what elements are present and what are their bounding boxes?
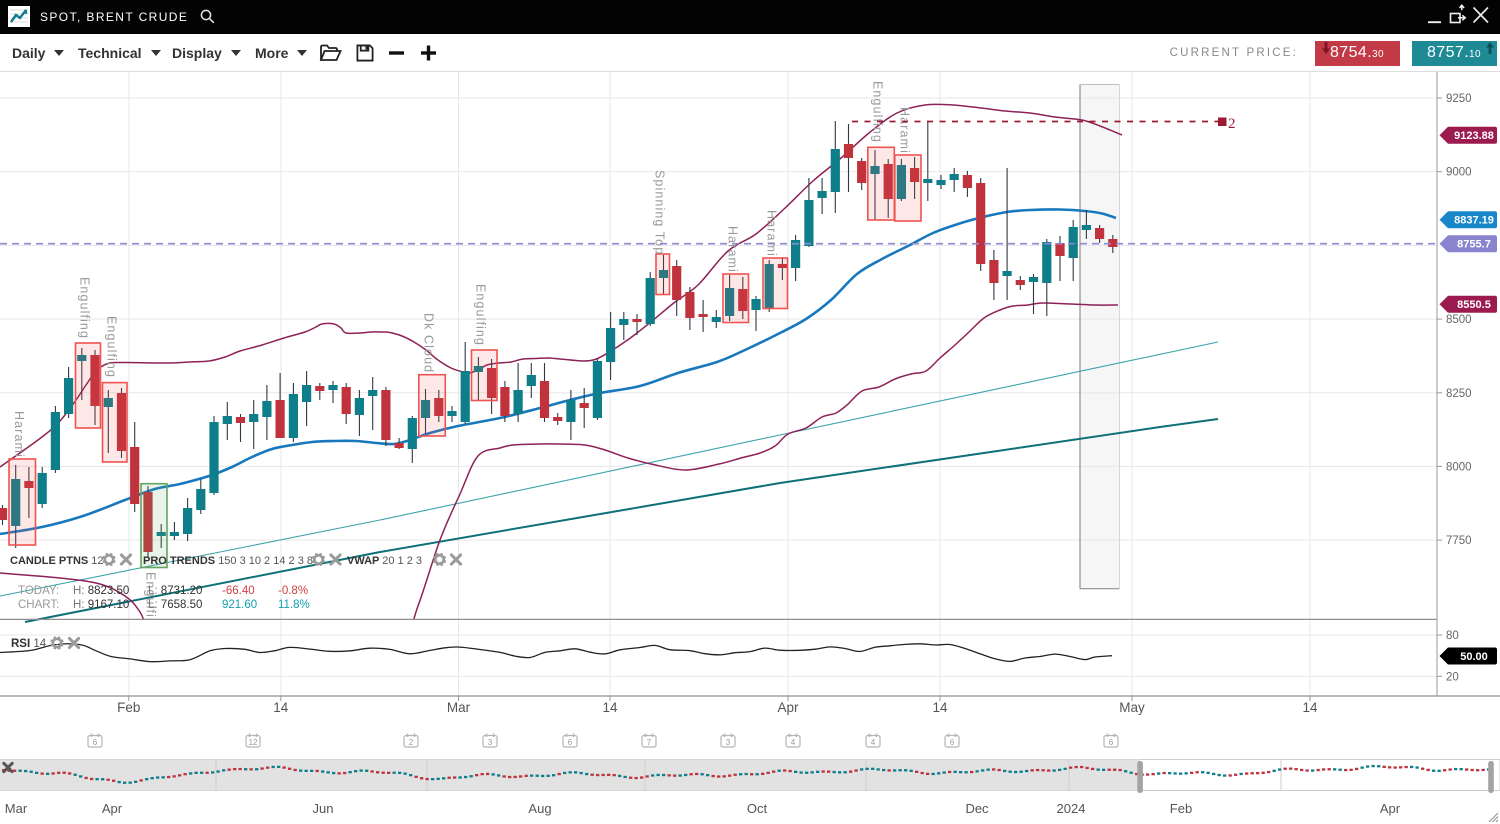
svg-text:CHART:: CHART:: [18, 599, 59, 611]
svg-text:2024: 2024: [1057, 801, 1086, 816]
svg-text:Spinning Top: Spinning Top: [652, 170, 666, 255]
svg-text:50.00: 50.00: [1460, 651, 1488, 663]
svg-text:12: 12: [249, 738, 258, 747]
svg-text:H: 8823.50: H: 8823.50: [73, 585, 129, 597]
svg-text:8250: 8250: [1446, 388, 1472, 400]
svg-text:4: 4: [791, 738, 796, 747]
svg-text:Engulfing: Engulfing: [871, 81, 885, 143]
svg-text:14: 14: [602, 700, 618, 715]
svg-text:8500: 8500: [1446, 314, 1472, 326]
svg-text:H: 9167.10: H: 9167.10: [73, 599, 129, 611]
svg-text:PRO TRENDS 150 3 10 2 14 2 3 8: PRO TRENDS 150 3 10 2 14 2 3 8: [143, 555, 313, 567]
svg-text:8837.19: 8837.19: [1454, 215, 1494, 227]
svg-text:921.60: 921.60: [222, 599, 257, 611]
svg-text:CANDLE PTNS 12: CANDLE PTNS 12: [10, 555, 104, 567]
svg-text:Harami: Harami: [12, 411, 26, 458]
svg-text:TODAY:: TODAY:: [18, 585, 59, 597]
svg-text:Jun: Jun: [313, 801, 334, 816]
svg-text:4: 4: [871, 738, 876, 747]
svg-text:2: 2: [1228, 116, 1236, 132]
svg-text:7: 7: [647, 738, 652, 747]
svg-text:Mar: Mar: [447, 700, 471, 715]
svg-text:-66.40: -66.40: [222, 585, 255, 597]
svg-text:Apr: Apr: [102, 801, 123, 816]
svg-text:14: 14: [1302, 700, 1318, 715]
svg-text:6: 6: [950, 738, 955, 747]
svg-text:Feb: Feb: [117, 700, 140, 715]
svg-text:Feb: Feb: [1170, 801, 1192, 816]
svg-text:Harami: Harami: [898, 107, 912, 154]
svg-text:Apr: Apr: [1380, 801, 1401, 816]
svg-text:8000: 8000: [1446, 461, 1472, 473]
svg-text:Engulfing: Engulfing: [144, 572, 158, 634]
svg-text:6: 6: [93, 738, 98, 747]
svg-text:9000: 9000: [1446, 167, 1472, 179]
svg-text:L: 8731.20: L: 8731.20: [148, 585, 202, 597]
svg-text:2: 2: [409, 738, 414, 747]
svg-text:6: 6: [568, 738, 573, 747]
svg-text:8755.7: 8755.7: [1457, 239, 1491, 251]
svg-text:Apr: Apr: [777, 700, 799, 715]
svg-text:Engulfing: Engulfing: [78, 277, 92, 339]
svg-text:Dk Cloud: Dk Cloud: [422, 313, 436, 373]
svg-text:Harami: Harami: [765, 210, 779, 257]
svg-text:VWAP 20 1 2 3: VWAP 20 1 2 3: [347, 555, 422, 567]
svg-text:20: 20: [1446, 671, 1459, 683]
svg-text:Engulfing: Engulfing: [474, 284, 488, 346]
svg-text:Aug: Aug: [528, 801, 551, 816]
svg-text:Harami: Harami: [725, 226, 739, 273]
svg-text:11.8%: 11.8%: [278, 599, 310, 611]
svg-text:14: 14: [273, 700, 289, 715]
svg-text:9123.88: 9123.88: [1454, 130, 1494, 142]
svg-text:6: 6: [1109, 738, 1114, 747]
svg-text:3: 3: [488, 738, 493, 747]
svg-text:7750: 7750: [1446, 535, 1472, 547]
svg-text:Oct: Oct: [747, 801, 768, 816]
svg-text:Dec: Dec: [965, 801, 989, 816]
svg-text:L: 7658.50: L: 7658.50: [148, 599, 202, 611]
svg-text:RSI 14: RSI 14: [11, 638, 47, 650]
svg-text:May: May: [1119, 700, 1145, 715]
svg-text:Mar: Mar: [5, 801, 28, 816]
svg-text:80: 80: [1446, 630, 1459, 642]
svg-text:9250: 9250: [1446, 93, 1472, 105]
svg-text:-0.8%: -0.8%: [278, 585, 308, 597]
svg-text:3: 3: [726, 738, 731, 747]
svg-text:8550.5: 8550.5: [1457, 299, 1491, 311]
svg-text:14: 14: [932, 700, 948, 715]
svg-text:Engulfing: Engulfing: [104, 316, 118, 378]
